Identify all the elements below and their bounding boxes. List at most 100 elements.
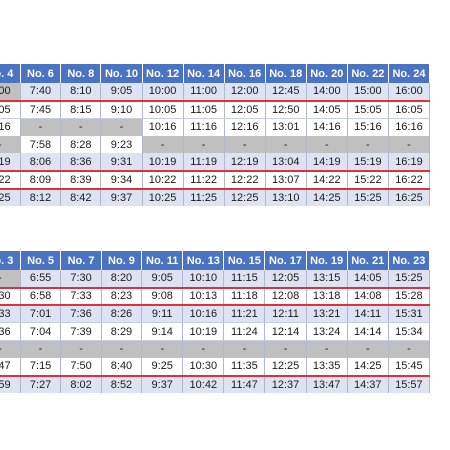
table-row: 6:00 7:40 8:10 9:05 10:00 11:00 12:00 12…: [0, 83, 431, 102]
time-cell: 8:15: [60, 100, 102, 119]
time-cell: 16:00: [388, 83, 431, 102]
table-row: 6:59 7:27 8:02 8:52 9:37 10:42 11:47 12:…: [0, 375, 431, 394]
time-cell: -: [141, 340, 184, 358]
time-cell: 9:05: [100, 83, 143, 102]
time-cell: 7:01: [20, 305, 62, 324]
time-cell: 6:58: [20, 287, 62, 307]
train-number-header: No. 14: [183, 64, 225, 83]
time-cell: 12:14: [264, 322, 307, 341]
train-number-header: No. 7: [60, 251, 102, 270]
time-cell: 15:16: [347, 118, 389, 136]
table-row: - 7:58 8:28 9:23 - - - - - - -: [0, 135, 431, 154]
train-number-header: No. 10: [100, 64, 143, 83]
time-cell: -: [182, 340, 225, 358]
time-cell: 10:10: [182, 270, 225, 289]
time-cell: 11:22: [183, 170, 225, 190]
time-cell: 12:22: [224, 170, 266, 190]
time-cell: 13:01: [265, 118, 307, 136]
table-row: 6:30 6:58 7:33 8:23 9:08 10:13 11:18 12:…: [0, 287, 431, 307]
time-cell: 14:05: [347, 270, 389, 289]
time-cell: 11:19: [183, 153, 225, 172]
time-cell: 7:30: [60, 270, 102, 289]
time-cell: 8:36: [60, 153, 102, 172]
time-cell: 6:30: [0, 287, 21, 307]
table-row: 6:22 8:09 8:39 9:34 10:22 11:22 12:22 13…: [0, 170, 431, 190]
time-cell: 8:40: [101, 357, 143, 377]
time-cell: 11:18: [223, 287, 266, 307]
train-number-header: No. 23: [388, 251, 431, 270]
table-row: 6:25 8:12 8:42 9:37 10:25 11:25 12:25 13…: [0, 188, 431, 207]
time-cell: 10:22: [142, 170, 184, 190]
time-cell: 16:05: [388, 100, 431, 119]
time-cell: 6:16: [0, 118, 21, 136]
time-cell: 7:36: [60, 305, 102, 324]
time-cell: 16:22: [388, 170, 431, 190]
train-number-header: No. 8: [60, 64, 102, 83]
train-number-header: No. 12: [142, 64, 184, 83]
time-cell: 15:25: [347, 188, 389, 207]
time-cell: 16:19: [388, 153, 431, 172]
timetable-bottom: No. 3 No. 5 No. 7 No. 9 No. 11 No. 13 No…: [0, 251, 431, 394]
time-cell: 10:13: [182, 287, 225, 307]
time-cell: 6:47: [0, 357, 21, 377]
time-cell: -: [100, 118, 143, 136]
time-cell: 10:16: [142, 118, 184, 136]
time-cell: 7:15: [20, 357, 62, 377]
time-cell: -: [0, 340, 21, 358]
time-cell: 9:11: [141, 305, 184, 324]
time-cell: 15:34: [388, 322, 431, 341]
time-cell: -: [224, 135, 266, 154]
time-cell: 15:19: [347, 153, 389, 172]
time-cell: 13:18: [306, 287, 348, 307]
time-cell: 8:28: [60, 135, 102, 154]
time-cell: 16:16: [388, 118, 431, 136]
train-number-header: No. 6: [20, 64, 62, 83]
time-cell: 8:29: [101, 322, 143, 341]
time-cell: 12:19: [224, 153, 266, 172]
time-cell: -: [347, 340, 389, 358]
time-cell: 11:05: [183, 100, 225, 119]
time-cell: 8:02: [60, 375, 102, 394]
time-cell: 12:45: [265, 83, 307, 102]
time-cell: 6:25: [0, 188, 21, 207]
time-cell: 11:47: [223, 375, 266, 394]
table-header-row: No. 4 No. 6 No. 8 No. 10 No. 12 No. 14 N…: [0, 64, 431, 83]
time-cell: -: [306, 135, 348, 154]
time-cell: 7:39: [60, 322, 102, 341]
time-cell: 12:25: [224, 188, 266, 207]
time-cell: -: [223, 340, 266, 358]
time-cell: -: [60, 118, 102, 136]
time-cell: 13:04: [265, 153, 307, 172]
time-cell: 6:05: [0, 100, 21, 119]
time-cell: 11:24: [223, 322, 266, 341]
train-number-header: No. 18: [265, 64, 307, 83]
time-cell: 12:05: [264, 270, 307, 289]
train-number-header: No. 9: [101, 251, 143, 270]
time-cell: 13:21: [306, 305, 348, 324]
time-cell: 10:19: [182, 322, 225, 341]
time-cell: -: [306, 340, 348, 358]
table-row: 6:05 7:45 8:15 9:10 10:05 11:05 12:05 12…: [0, 100, 431, 119]
time-cell: 9:31: [100, 153, 143, 172]
time-cell: 9:34: [100, 170, 143, 190]
train-number-header: No. 24: [388, 64, 431, 83]
time-cell: 13:24: [306, 322, 348, 341]
table-row: 6:19 8:06 8:36 9:31 10:19 11:19 12:19 13…: [0, 153, 431, 172]
time-cell: 16:25: [388, 188, 431, 207]
time-cell: 14:11: [347, 305, 389, 324]
time-cell: 15:31: [388, 305, 431, 324]
time-cell: -: [60, 340, 102, 358]
time-cell: 9:23: [100, 135, 143, 154]
time-cell: 9:37: [141, 375, 184, 394]
time-cell: 14:16: [306, 118, 348, 136]
time-cell: 12:05: [224, 100, 266, 119]
train-number-header: No. 19: [306, 251, 348, 270]
time-cell: 14:25: [306, 188, 348, 207]
table-header-row: No. 3 No. 5 No. 7 No. 9 No. 11 No. 13 No…: [0, 251, 431, 270]
time-cell: 12:11: [264, 305, 307, 324]
time-cell: 12:25: [264, 357, 307, 377]
time-cell: 13:35: [306, 357, 348, 377]
time-cell: 11:35: [223, 357, 266, 377]
time-cell: 8:12: [20, 188, 62, 207]
table-row: 6:33 7:01 7:36 8:26 9:11 10:16 11:21 12:…: [0, 305, 431, 324]
